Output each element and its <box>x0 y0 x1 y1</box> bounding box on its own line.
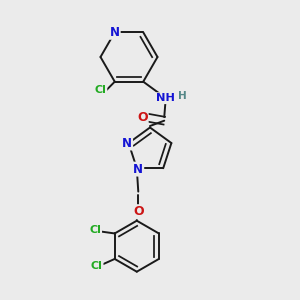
Text: O: O <box>137 111 148 124</box>
Text: H: H <box>178 91 187 101</box>
Text: N: N <box>122 136 132 149</box>
Text: Cl: Cl <box>89 226 101 236</box>
Text: Cl: Cl <box>91 262 103 272</box>
Text: O: O <box>133 205 144 218</box>
Text: N: N <box>110 26 120 39</box>
Text: N: N <box>133 163 143 176</box>
Text: Cl: Cl <box>94 85 106 95</box>
Text: NH: NH <box>156 93 175 103</box>
